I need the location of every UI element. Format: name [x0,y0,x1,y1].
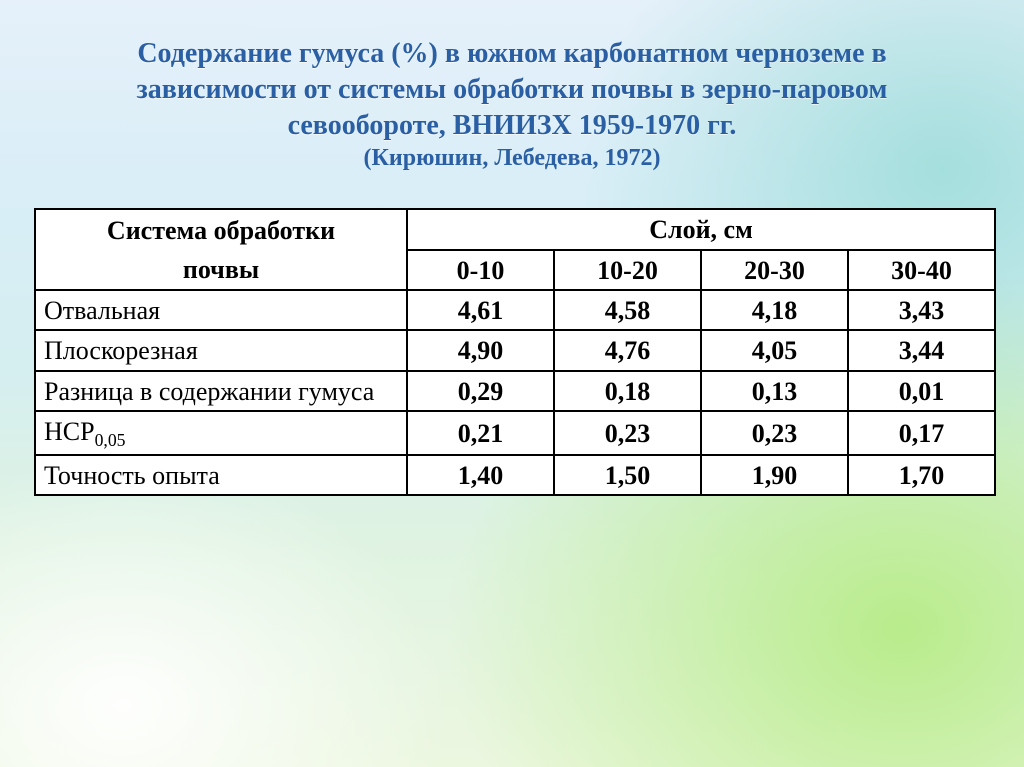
cell: 0,13 [701,371,848,411]
cell: 1,50 [554,455,701,495]
cell: 4,90 [407,330,554,370]
cell: 0,17 [848,411,995,455]
table-row: Точность опыта 1,40 1,50 1,90 1,70 [35,455,995,495]
cell: 4,58 [554,290,701,330]
table-row: Плоскорезная 4,90 4,76 4,05 3,44 [35,330,995,370]
table-head: Система обработки Слой, см почвы 0-10 10… [35,209,995,290]
corner-header-top: Система обработки [35,209,407,249]
cell: 0,01 [848,371,995,411]
cell: 4,05 [701,330,848,370]
cell: 0,21 [407,411,554,455]
slide: Содержание гумуса (%) в южном карбонатно… [0,0,1024,767]
row-label: Отвальная [35,290,407,330]
col-header-3: 30-40 [848,250,995,290]
slide-title: Содержание гумуса (%) в южном карбонатно… [137,36,888,172]
row-label: Плоскорезная [35,330,407,370]
row-label: Точность опыта [35,455,407,495]
row-label: Разница в содержании гумуса [35,371,407,411]
cell: 4,76 [554,330,701,370]
table-row: Отвальная 4,61 4,58 4,18 3,43 [35,290,995,330]
cell: 0,23 [701,411,848,455]
cell: 4,18 [701,290,848,330]
col-header-1: 10-20 [554,250,701,290]
cell: 0,29 [407,371,554,411]
cell: 4,61 [407,290,554,330]
cell: 1,90 [701,455,848,495]
humus-table: Система обработки Слой, см почвы 0-10 10… [34,208,996,495]
corner-header-bottom: почвы [35,250,407,290]
cell: 1,70 [848,455,995,495]
title-line-2: зависимости от системы обработки почвы в… [137,72,888,108]
col-header-2: 20-30 [701,250,848,290]
table-body: Отвальная 4,61 4,58 4,18 3,43 Плоскорезн… [35,290,995,495]
cell: 1,40 [407,455,554,495]
col-header-0: 0-10 [407,250,554,290]
group-header-layer: Слой, см [407,209,995,249]
title-line-1: Содержание гумуса (%) в южном карбонатно… [137,36,888,72]
cell: 0,18 [554,371,701,411]
cell: 3,44 [848,330,995,370]
cell: 0,23 [554,411,701,455]
row-label: НСР0,05 [35,411,407,455]
table-row: Разница в содержании гумуса 0,29 0,18 0,… [35,371,995,411]
title-citation: (Кирюшин, Лебедева, 1972) [137,145,888,172]
cell: 3,43 [848,290,995,330]
table-row: НСР0,05 0,21 0,23 0,23 0,17 [35,411,995,455]
title-line-3: севообороте, ВНИИЗХ 1959-1970 гг. [137,108,888,144]
